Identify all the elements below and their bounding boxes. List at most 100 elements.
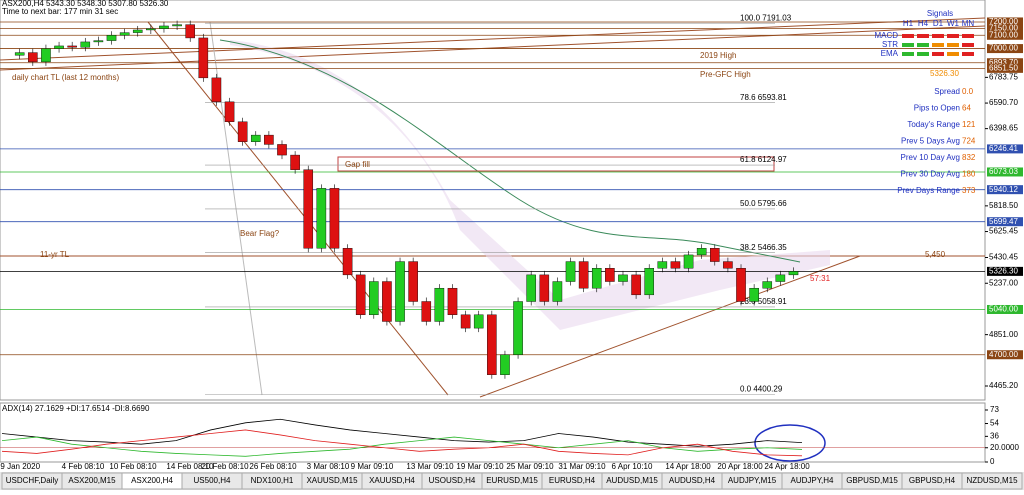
candle [447, 287, 458, 316]
candle [93, 40, 104, 43]
date-label: 4 Feb 08:10 [62, 462, 105, 471]
candle [683, 254, 694, 269]
candle [303, 169, 314, 249]
date-label: 29 Jan 2020 [0, 462, 41, 471]
fib-label: 0.0 4400.29 [740, 385, 783, 394]
candle [132, 29, 143, 33]
tab-label[interactable]: EURUSD,H4 [549, 476, 596, 485]
candle [526, 274, 536, 302]
tab-label[interactable]: USDCHF,Daily [6, 476, 58, 485]
tab-label[interactable]: AUDUSD,H4 [669, 476, 716, 485]
price-box [987, 63, 1023, 73]
candle [473, 314, 484, 329]
signal-cell [962, 34, 974, 38]
candle [788, 271, 799, 276]
signal-cell [962, 52, 974, 56]
signal-cell [962, 43, 974, 47]
candle [198, 37, 209, 79]
y-tick-label: 7000.00 [989, 44, 1018, 53]
y-tick-label: 4700.00 [989, 350, 1018, 359]
highlight-ellipse [754, 424, 826, 462]
annotation: Gap fill [345, 160, 370, 169]
fib-label: 78.6 6593.81 [740, 93, 787, 102]
stat-label: Pips to Open [914, 104, 960, 113]
stat-label: Prev 5 Days Avg [901, 137, 960, 146]
y-tick-label: 6073.03 [989, 167, 1018, 176]
candle [250, 134, 261, 142]
candle [657, 261, 668, 269]
stat-value: 180 [962, 170, 976, 179]
tab-label[interactable]: ASX200,M15 [68, 476, 116, 485]
tab-label[interactable]: AUDJPY,H4 [791, 476, 835, 485]
tab-label[interactable]: AUDJPY,M15 [728, 476, 777, 485]
candle [80, 41, 91, 48]
stat-value: 832 [962, 153, 976, 162]
date-label: 14 Feb 08:10 [166, 462, 214, 471]
tab-label[interactable]: GBPUSD,H4 [909, 476, 956, 485]
candle [41, 48, 51, 63]
stat-value: 0.0 [962, 87, 974, 96]
candle [28, 52, 38, 63]
y-tick-label: 5699.47 [989, 217, 1018, 226]
candle [237, 121, 248, 142]
trend-line [0, 17, 986, 61]
tab[interactable] [961, 472, 1023, 490]
signal-cell [947, 52, 959, 56]
price-box [987, 185, 1023, 195]
y-tick-label: 5625.45 [989, 227, 1018, 236]
signal-cell [902, 52, 914, 56]
tab-label[interactable]: US500,H4 [194, 476, 231, 485]
candle [565, 261, 576, 282]
tab-label[interactable]: USOUSD,H4 [429, 476, 476, 485]
date-label: 19 Mar 09:10 [456, 462, 504, 471]
candle [434, 287, 445, 322]
candle [644, 268, 655, 296]
signal-cell [902, 34, 914, 38]
fib-label: 61.8 6124.97 [740, 155, 787, 164]
candle [696, 248, 707, 256]
candle [578, 261, 589, 289]
tab-label[interactable]: XAUUSD,M15 [306, 476, 358, 485]
y-tick-label: 6398.65 [989, 124, 1018, 133]
tab-label[interactable]: AUDUSD,M15 [606, 476, 658, 485]
tab-label[interactable]: NZDUSD,M15 [966, 476, 1018, 485]
date-label: 13 Mar 09:10 [406, 462, 454, 471]
gap-box [337, 156, 775, 172]
tab-label[interactable]: EURUSD,M15 [486, 476, 538, 485]
candle [106, 35, 117, 41]
tab-label[interactable]: XAUUSD,H4 [369, 476, 415, 485]
date-label: 10 Feb 08:10 [109, 462, 157, 471]
date-label: 3 Mar 08:10 [307, 462, 350, 471]
candle [513, 301, 523, 355]
candle [290, 154, 300, 170]
tab-label[interactable]: ASX200,H4 [131, 476, 173, 485]
candle [264, 134, 274, 145]
y-tick-label: 6893.70 [989, 58, 1018, 67]
candle [185, 24, 195, 39]
adx-tick-label: 0 [990, 457, 995, 466]
candle [146, 28, 156, 31]
y-tick-label: 7200.00 [989, 17, 1018, 26]
candle [211, 77, 222, 103]
date-label: 25 Mar 09:10 [506, 462, 554, 471]
candle [355, 274, 366, 316]
candle [329, 188, 340, 249]
date-label: 20 Feb 08:10 [201, 462, 249, 471]
fib-label: 23.6 5058.91 [740, 297, 787, 306]
candle [631, 274, 641, 296]
candle [342, 248, 353, 276]
tab-label[interactable]: GBPUSD,M15 [846, 476, 898, 485]
y-tick-label: 5237.00 [989, 278, 1018, 287]
y-tick-label: 4851.00 [989, 330, 1018, 339]
price-box [987, 24, 1023, 34]
adx-line [1, 436, 803, 457]
price-box [987, 167, 1023, 177]
candle [736, 268, 746, 302]
candle [552, 281, 563, 302]
candle [421, 301, 432, 322]
tab-label[interactable]: NDX100,H1 [251, 476, 294, 485]
price-box [987, 17, 1023, 27]
signal-cell [947, 34, 959, 38]
stat-value: 121 [962, 120, 976, 129]
